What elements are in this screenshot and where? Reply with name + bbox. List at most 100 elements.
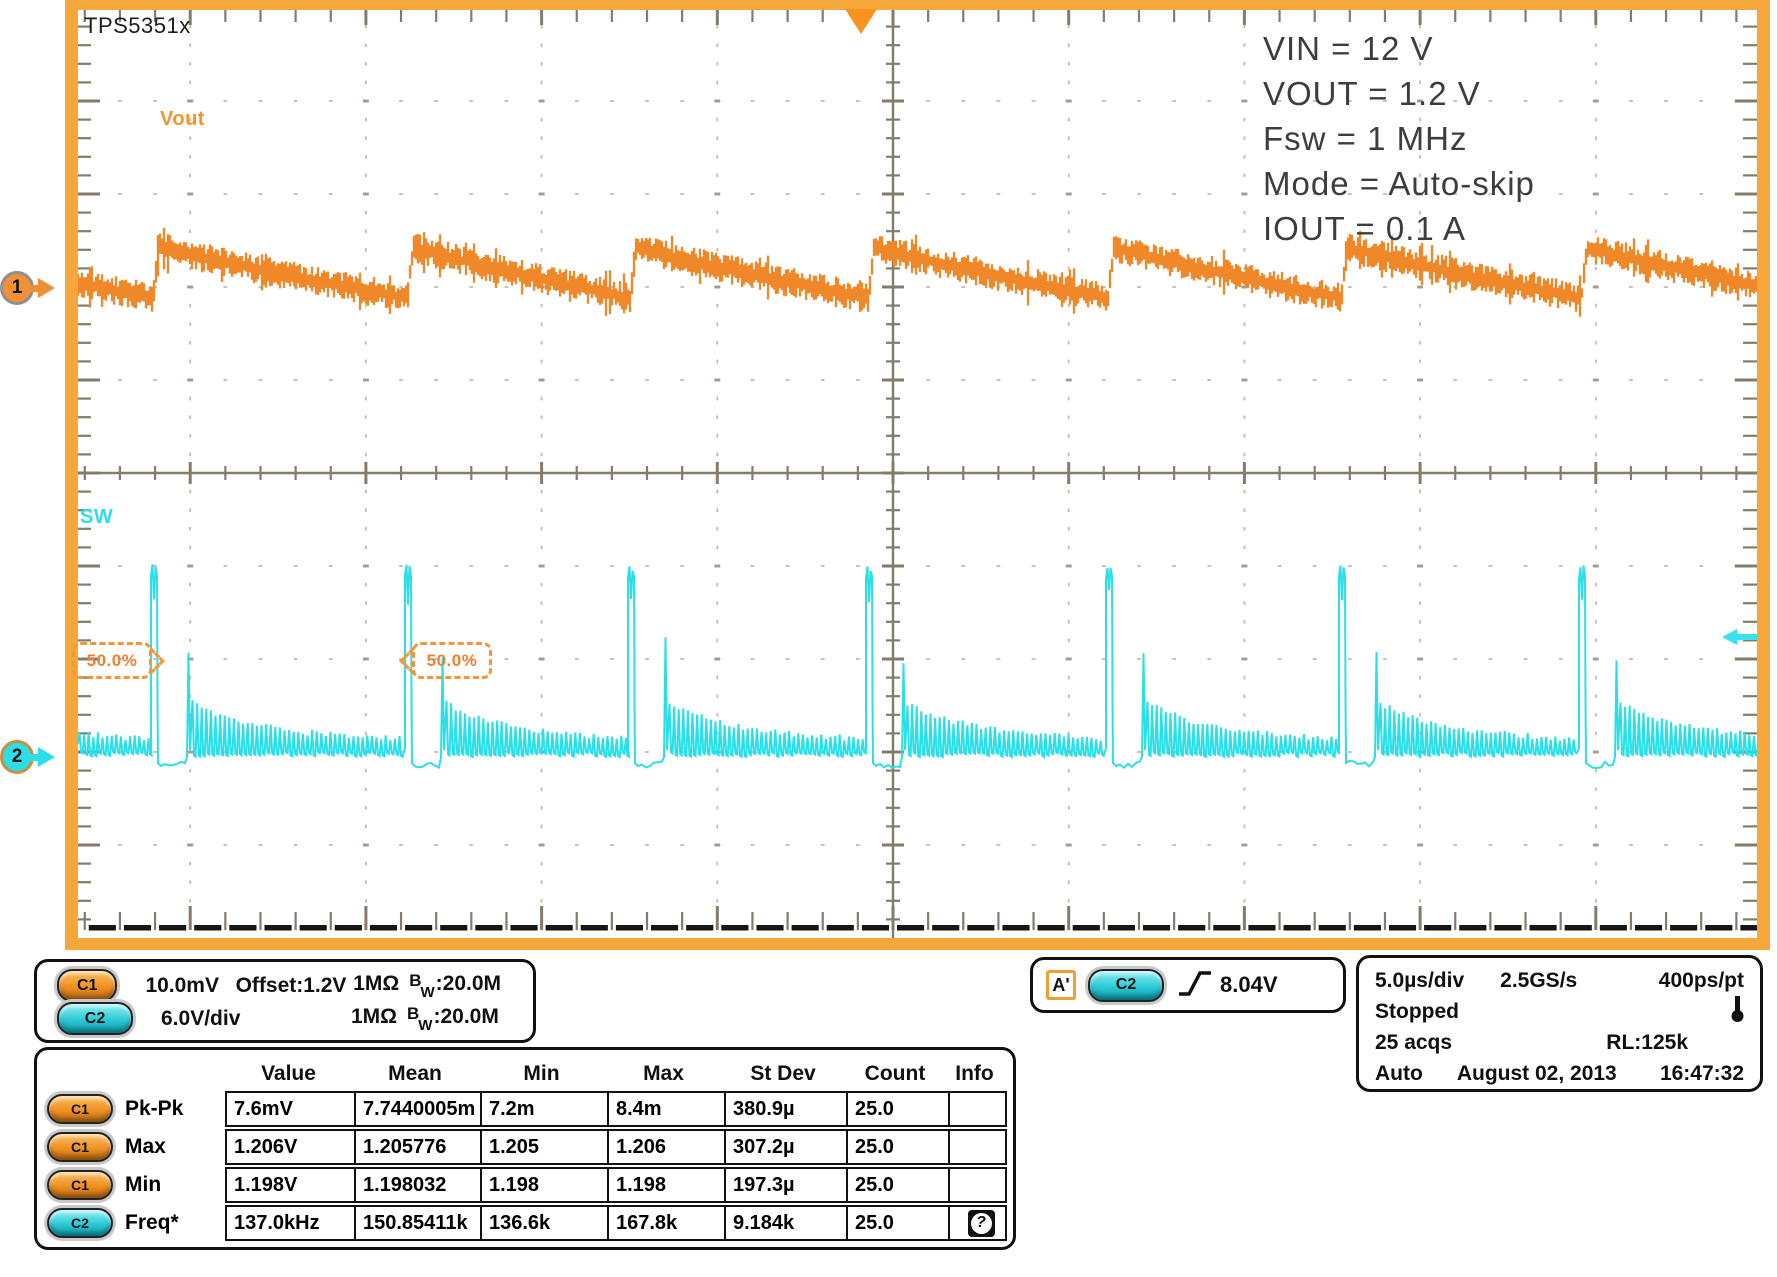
acq-state-row: Stopped (1375, 996, 1744, 1027)
time-value: 16:47:32 (1659, 1061, 1744, 1085)
measurement-name: Pk-Pk (125, 1097, 184, 1120)
measurement-value-cell: 1.198 (607, 1169, 724, 1201)
ch1-settings-row: C1 10.0mV Offset:1.2V 1MΩ BW:20.0M (37, 969, 533, 1002)
measurement-table: Value Mean Min Max St Dev Count Info C1 Pk-Pk 7.… (34, 1047, 1016, 1250)
ch2-settings-row: C2 6.0V/div 1MΩ BW:20.0M (37, 1002, 533, 1035)
measurement-value-cell: 7.2m (480, 1093, 607, 1125)
measurement-value-cell: 8.4m (607, 1093, 724, 1125)
ch1-marker-stem (30, 285, 40, 292)
measurement-source-badge[interactable]: C1 (47, 1170, 113, 1200)
ch1-offset: Offset:1.2V (235, 973, 347, 997)
measurement-values-strip: 1.198V 1.198032 1.198 1.198 197.3µ 25.0 (225, 1167, 1007, 1203)
measurement-headers: Value Mean Min Max St Dev Count Info (225, 1062, 1003, 1086)
measurement-source-badge[interactable]: C2 (47, 1208, 113, 1238)
trigger-a-badge[interactable]: A' (1046, 970, 1076, 1000)
marker-pin-icon (1730, 994, 1744, 1029)
ch2-scale[interactable]: 6.0V/div (161, 1006, 241, 1030)
annotation-line: Fsw = 1 MHz (1263, 120, 1468, 157)
measurement-value-cell: 167.8k (607, 1207, 724, 1239)
measurement-column-header: Value (261, 1062, 316, 1085)
datetime-row: Auto August 02, 2013 16:47:32 (1375, 1058, 1744, 1089)
measurement-value-cell: 7.7440005m (354, 1093, 480, 1125)
ch2-coupling-group: 1MΩ BW:20.0M (351, 1004, 519, 1034)
ch1-scale[interactable]: 10.0mV (145, 973, 219, 997)
ch1-marker-number: 1 (11, 277, 23, 298)
ch1-trace-label: Vout (160, 108, 205, 130)
ch2-marker-arrow-icon (38, 747, 55, 767)
measurement-value-cell: 25.0 (846, 1169, 948, 1201)
measurement-value-cell: 25.0 (846, 1207, 948, 1239)
timebase-row: 5.0µs/div 2.5GS/s 400ps/pt (1375, 965, 1744, 996)
measurement-info-cell (948, 1207, 1005, 1239)
acq-state: Stopped (1375, 999, 1459, 1023)
measurement-value-cell: 7.6mV (234, 1097, 293, 1120)
measurement-value-cell: 137.0kHz (234, 1211, 320, 1234)
measurement-value-cell: 25.0 (846, 1093, 948, 1125)
measurement-source-badge[interactable]: C1 (47, 1132, 113, 1162)
measurement-value-cell: 197.3µ (724, 1169, 846, 1201)
ch2-marker-stem (30, 754, 40, 761)
annotation-block: VIN = 12 V VOUT = 1.2 V Fsw = 1 MHz Mode = … (1263, 26, 1535, 251)
measurement-name: Freq* (125, 1211, 179, 1234)
help-icon[interactable] (967, 1209, 995, 1237)
ch2-trace-label: SW (80, 506, 114, 528)
sample-resolution: 400ps/pt (1658, 968, 1744, 992)
measurement-value-cell: 25.0 (846, 1131, 948, 1163)
measurement-label: C2 Freq* (37, 1208, 225, 1238)
measurement-value-cell: 1.206 (607, 1131, 724, 1163)
sample-rate: 2.5GS/s (1500, 968, 1578, 992)
measurement-value-cell: 136.6k (480, 1207, 607, 1239)
measurement-row: C1 Min 1.198V 1.198032 1.198 1.198 197.3µ 25.0 (37, 1166, 1013, 1204)
measurement-value-cell: 1.198032 (354, 1169, 480, 1201)
measurement-column-header: Count (864, 1062, 926, 1085)
ch1-coupling-group: 1MΩ BW:20.0M (353, 970, 521, 1002)
measurement-label: C1 Max (37, 1132, 225, 1162)
trigger-mode[interactable]: Auto (1375, 1061, 1423, 1085)
measurement-values-strip: 137.0kHz 150.85411k 136.6k 167.8k 9.184k 25.0 (225, 1205, 1007, 1241)
measurement-value-cell: 1.206V (234, 1135, 298, 1158)
annotation-line: VOUT = 1.2 V (1263, 75, 1481, 112)
trigger-level-value[interactable]: 8.04V (1220, 972, 1278, 997)
measurement-value-cell: 1.205776 (354, 1131, 480, 1163)
trigger-position-marker-icon[interactable] (845, 9, 877, 34)
measurement-label: C1 Min (37, 1170, 225, 1200)
scope-display-frame (65, 0, 1770, 950)
measurement-value-cell: 150.85411k (354, 1207, 480, 1239)
acquisition-panel: 5.0µs/div 2.5GS/s 400ps/pt Stopped 25 ac… (1356, 955, 1763, 1092)
date-value: August 02, 2013 (1456, 1061, 1617, 1085)
acq-count-row: 25 acqs RL:125k (1375, 1027, 1744, 1058)
measurement-value-cell: 1.198V (234, 1173, 298, 1196)
graticule (78, 10, 1757, 938)
ch1-marker-arrow-icon (38, 278, 55, 298)
measurement-row: C1 Pk-Pk 7.6mV 7.7440005m 7.2m 8.4m 380.9µ 25.0 (37, 1090, 1013, 1128)
mid-ref-flag-right: 50.0% (412, 642, 492, 679)
measurement-value-cell: 9.184k (724, 1207, 846, 1239)
measurement-row: C1 Max 1.206V 1.205776 1.205 1.206 307.2µ 25.0 (37, 1128, 1013, 1166)
ch2-position-marker[interactable]: 2 (0, 740, 34, 774)
measurement-value-cell: 380.9µ (724, 1093, 846, 1125)
annotation-line: Mode = Auto-skip (1263, 165, 1535, 202)
measurement-values-strip: 7.6mV 7.7440005m 7.2m 8.4m 380.9µ 25.0 (225, 1091, 1007, 1127)
ch2-badge[interactable]: C2 (57, 1002, 133, 1035)
measurement-info-cell (948, 1169, 1005, 1201)
measurement-info-cell (948, 1093, 1005, 1125)
measurement-info-cell (948, 1131, 1005, 1163)
record-length: RL:125k (1606, 1030, 1688, 1054)
measurement-value-cell: 1.198 (480, 1169, 607, 1201)
measurement-source-badge[interactable]: C1 (47, 1094, 113, 1124)
ch1-position-marker[interactable]: 1 (0, 271, 34, 305)
measurement-name: Min (125, 1173, 162, 1196)
measurement-column-header: Max (643, 1062, 684, 1085)
measurement-label: C1 Pk-Pk (37, 1094, 225, 1124)
measurement-column-header: St Dev (750, 1062, 816, 1085)
measurement-row: C2 Freq* 137.0kHz 150.85411k 136.6k 167.8k 9.1… (37, 1204, 1013, 1242)
trigger-settings-panel: A' C2 8.04V (1030, 957, 1346, 1013)
timebase-value[interactable]: 5.0µs/div (1375, 968, 1465, 992)
mid-ref-flag-label: 50.0% (86, 650, 138, 670)
measurement-column-header: Info (955, 1062, 994, 1085)
measurement-values-strip: 1.206V 1.205776 1.205 1.206 307.2µ 25.0 (225, 1129, 1007, 1165)
ch1-bandwidth: BW:20.0M (409, 970, 501, 1002)
trigger-source-badge[interactable]: C2 (1088, 968, 1164, 1002)
trigger-level-arrow-icon[interactable] (1722, 626, 1758, 653)
ch1-badge[interactable]: C1 (57, 969, 118, 1002)
